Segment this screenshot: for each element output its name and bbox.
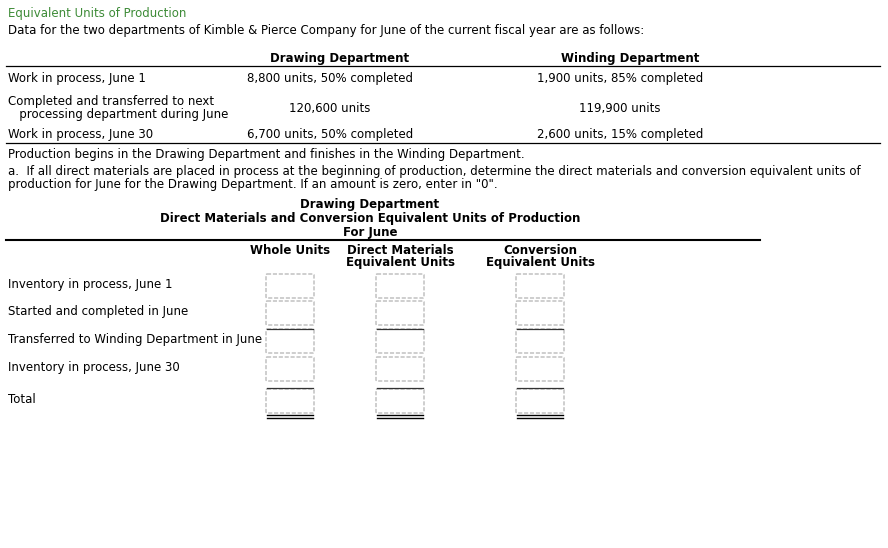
Text: Production begins in the Drawing Department and finishes in the Winding Departme: Production begins in the Drawing Departm… [8, 148, 525, 161]
FancyBboxPatch shape [516, 274, 564, 298]
FancyBboxPatch shape [266, 301, 314, 325]
FancyBboxPatch shape [266, 329, 314, 353]
Text: Completed and transferred to next: Completed and transferred to next [8, 95, 214, 108]
Text: Direct Materials: Direct Materials [346, 244, 453, 257]
Text: Work in process, June 30: Work in process, June 30 [8, 128, 153, 141]
Text: Equivalent Units: Equivalent Units [486, 256, 594, 269]
FancyBboxPatch shape [516, 389, 564, 413]
Text: Direct Materials and Conversion Equivalent Units of Production: Direct Materials and Conversion Equivale… [160, 212, 580, 225]
Text: Work in process, June 1: Work in process, June 1 [8, 72, 146, 85]
Text: 8,800 units, 50% completed: 8,800 units, 50% completed [247, 72, 413, 85]
Text: Conversion: Conversion [503, 244, 577, 257]
Text: Equivalent Units: Equivalent Units [345, 256, 455, 269]
FancyBboxPatch shape [516, 357, 564, 381]
FancyBboxPatch shape [266, 357, 314, 381]
Text: Equivalent Units of Production: Equivalent Units of Production [8, 7, 186, 20]
Text: Total: Total [8, 393, 36, 406]
FancyBboxPatch shape [266, 274, 314, 298]
FancyBboxPatch shape [376, 329, 424, 353]
Text: For June: For June [343, 226, 397, 239]
Text: processing department during June: processing department during June [8, 108, 228, 121]
Text: production for June for the Drawing Department. If an amount is zero, enter in ": production for June for the Drawing Depa… [8, 178, 497, 191]
Text: Drawing Department: Drawing Department [300, 198, 440, 211]
Text: Inventory in process, June 30: Inventory in process, June 30 [8, 361, 179, 374]
FancyBboxPatch shape [376, 389, 424, 413]
Text: 6,700 units, 50% completed: 6,700 units, 50% completed [247, 128, 413, 141]
FancyBboxPatch shape [376, 301, 424, 325]
Text: Transferred to Winding Department in June: Transferred to Winding Department in Jun… [8, 333, 262, 346]
Text: Inventory in process, June 1: Inventory in process, June 1 [8, 278, 172, 291]
FancyBboxPatch shape [266, 389, 314, 413]
Text: 1,900 units, 85% completed: 1,900 units, 85% completed [537, 72, 703, 85]
Text: Drawing Department: Drawing Department [271, 52, 409, 65]
FancyBboxPatch shape [376, 274, 424, 298]
Text: Winding Department: Winding Department [561, 52, 699, 65]
Text: 119,900 units: 119,900 units [579, 102, 661, 115]
Text: 120,600 units: 120,600 units [289, 102, 370, 115]
Text: 2,600 units, 15% completed: 2,600 units, 15% completed [537, 128, 703, 141]
Text: a.  If all direct materials are placed in process at the beginning of production: a. If all direct materials are placed in… [8, 165, 860, 178]
Text: Whole Units: Whole Units [250, 244, 330, 257]
FancyBboxPatch shape [516, 301, 564, 325]
Text: Started and completed in June: Started and completed in June [8, 305, 188, 318]
FancyBboxPatch shape [516, 329, 564, 353]
FancyBboxPatch shape [376, 357, 424, 381]
Text: Data for the two departments of Kimble & Pierce Company for June of the current : Data for the two departments of Kimble &… [8, 24, 645, 37]
